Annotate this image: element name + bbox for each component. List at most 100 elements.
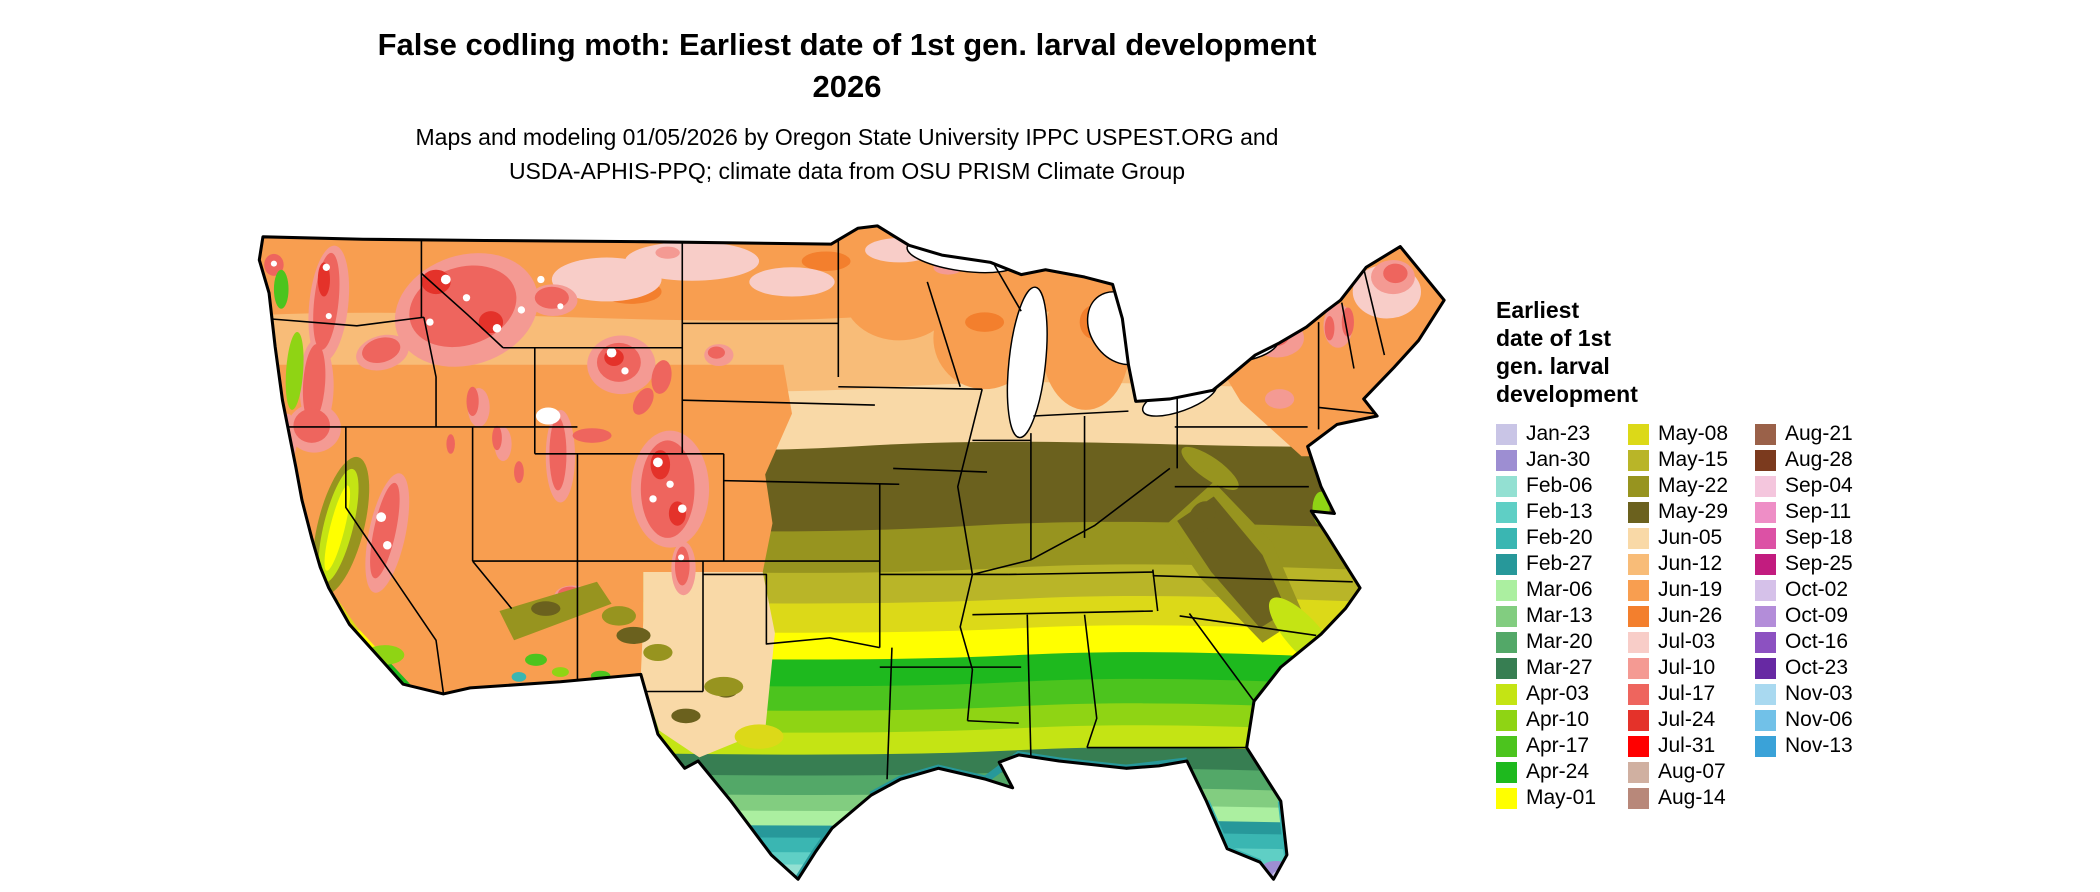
legend-entry: Jul-03 [1628, 629, 1728, 655]
legend-label: Jun-12 [1658, 552, 1723, 575]
legend-label: Jul-31 [1658, 734, 1716, 757]
legend-swatch [1755, 709, 1776, 731]
legend-swatch [1628, 527, 1649, 549]
legend-swatch [1496, 761, 1517, 783]
map-title: False codling moth: Earliest date of 1st… [0, 24, 1694, 108]
legend-label: Nov-03 [1785, 682, 1853, 705]
legend-swatch [1628, 579, 1649, 601]
legend-swatch [1496, 683, 1517, 705]
legend-swatch [1496, 449, 1517, 471]
legend-label: Apr-03 [1526, 682, 1590, 705]
great-salt-lake [535, 407, 561, 425]
legend-swatch [1628, 709, 1649, 731]
map-title-line1: False codling moth: Earliest date of 1st… [377, 27, 1317, 62]
legend-entry: Apr-10 [1496, 707, 1596, 733]
legend-swatch [1628, 501, 1649, 523]
legend-label: Feb-13 [1526, 500, 1593, 523]
legend-entry: Jun-05 [1628, 525, 1728, 551]
legend-entry: Oct-23 [1755, 655, 1853, 681]
legend-entry: Aug-28 [1755, 447, 1853, 473]
legend-label: Jan-30 [1526, 448, 1591, 471]
legend-entry: Oct-16 [1755, 629, 1853, 655]
legend-swatch [1628, 631, 1649, 653]
legend-swatch [1755, 475, 1776, 497]
legend-swatch [1496, 605, 1517, 627]
legend-entry: May-01 [1496, 785, 1596, 811]
legend-title-line: date of 1st [1496, 325, 1612, 351]
legend-swatch [1755, 631, 1776, 653]
legend-entry: Apr-17 [1496, 733, 1596, 759]
legend-label: Oct-16 [1785, 630, 1849, 653]
legend-swatch [1628, 735, 1649, 757]
legend-label: Apr-17 [1526, 734, 1590, 757]
legend-swatch [1755, 527, 1776, 549]
legend-entry: Aug-21 [1755, 421, 1853, 447]
legend-title-line: development [1496, 381, 1638, 407]
legend-label: Aug-21 [1785, 422, 1853, 445]
legend-swatch [1755, 683, 1776, 705]
legend-swatch [1496, 735, 1517, 757]
legend-swatch [1496, 475, 1517, 497]
legend-entry: Jun-19 [1628, 577, 1728, 603]
legend-swatch [1496, 657, 1517, 679]
legend-label: Nov-06 [1785, 708, 1853, 731]
legend-entry: Mar-06 [1496, 577, 1596, 603]
legend-entry: Oct-09 [1755, 603, 1853, 629]
legend-entry: Apr-24 [1496, 759, 1596, 785]
legend-entry: Jul-31 [1628, 733, 1728, 759]
legend-title-line: gen. larval [1496, 353, 1610, 379]
legend-label: Jul-10 [1658, 656, 1716, 679]
map-subtitle-line2: USDA-APHIS-PPQ; climate data from OSU PR… [508, 158, 1186, 184]
legend-label: Apr-24 [1526, 760, 1590, 783]
legend-swatch [1755, 553, 1776, 575]
map-subtitle-line1: Maps and modeling 01/05/2026 by Oregon S… [415, 124, 1279, 150]
legend-entry: Feb-13 [1496, 499, 1596, 525]
legend-title-line: Earliest [1496, 297, 1580, 323]
lake-michigan [1006, 286, 1048, 439]
legend-label: Mar-06 [1526, 578, 1593, 601]
legend-swatch [1755, 579, 1776, 601]
legend-entry: May-22 [1628, 473, 1728, 499]
legend-swatch [1628, 475, 1649, 497]
legend-swatch [1755, 605, 1776, 627]
legend-swatch [1496, 423, 1517, 445]
legend-entry: Jul-24 [1628, 707, 1728, 733]
legend-swatch [1628, 683, 1649, 705]
legend-entry: Sep-04 [1755, 473, 1853, 499]
legend-label: Feb-27 [1526, 552, 1593, 575]
legend-label: Jul-03 [1658, 630, 1716, 653]
legend-label: Feb-06 [1526, 474, 1593, 497]
legend-label: Sep-25 [1785, 552, 1853, 575]
legend-entry: May-08 [1628, 421, 1728, 447]
legend-label: Sep-18 [1785, 526, 1853, 549]
legend-swatch [1755, 735, 1776, 757]
legend-swatch [1628, 787, 1649, 809]
legend-label: Oct-02 [1785, 578, 1849, 601]
legend-swatch [1496, 579, 1517, 601]
legend-label: May-22 [1658, 474, 1729, 497]
legend-entry: Feb-27 [1496, 551, 1596, 577]
legend-label: Aug-14 [1658, 786, 1726, 809]
legend-entry: Mar-20 [1496, 629, 1596, 655]
legend-entry: May-15 [1628, 447, 1728, 473]
legend-swatch [1628, 423, 1649, 445]
legend-swatch [1755, 657, 1776, 679]
legend-entry: Feb-20 [1496, 525, 1596, 551]
legend-label: Mar-27 [1526, 656, 1593, 679]
legend-label: Feb-20 [1526, 526, 1593, 549]
state-borders [265, 225, 1386, 780]
legend-entry: Jun-26 [1628, 603, 1728, 629]
legend-column-3: Aug-21 Aug-28 Sep-04 Sep-11 Sep-18 Sep-25 Oct-… [1755, 421, 1853, 759]
legend-swatch [1496, 501, 1517, 523]
legend-label: May-01 [1526, 786, 1597, 809]
legend-label: Jul-17 [1658, 682, 1716, 705]
legend-entry: Aug-14 [1628, 785, 1728, 811]
legend-label: Jun-26 [1658, 604, 1723, 627]
legend-entry: Aug-07 [1628, 759, 1728, 785]
legend-label: Aug-28 [1785, 448, 1853, 471]
legend-entry: May-29 [1628, 499, 1728, 525]
legend-swatch [1628, 449, 1649, 471]
legend-entry: Jun-12 [1628, 551, 1728, 577]
legend-entry: Oct-02 [1755, 577, 1853, 603]
